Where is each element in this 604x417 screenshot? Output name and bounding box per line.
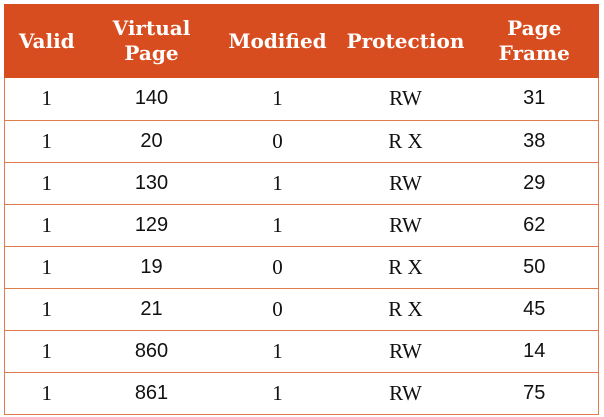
- table-row: 1 20 0 R X 38: [4, 120, 599, 163]
- header-modified: Modified: [228, 28, 327, 53]
- cell-modified: 0: [214, 246, 341, 289]
- cell-page-frame: 29: [470, 162, 599, 205]
- cell-virtual-page: 20: [88, 120, 215, 163]
- table-row: 1 21 0 R X 45: [4, 288, 599, 331]
- cell-protection: R X: [340, 246, 471, 289]
- table-row: 1 861 1 RW 75: [4, 372, 599, 415]
- cell-protection: RW: [340, 330, 471, 373]
- cell-protection: RW: [340, 78, 471, 121]
- cell-valid: 1: [4, 330, 89, 373]
- table-row: 1 129 1 RW 62: [4, 204, 599, 247]
- table-row: 1 140 1 RW 31: [4, 78, 599, 121]
- cell-page-frame: 62: [470, 204, 599, 247]
- cell-page-frame: 38: [470, 120, 599, 163]
- cell-valid: 1: [4, 78, 89, 121]
- page-table-container: Valid Virtual Page Modified Protection Pa…: [4, 4, 599, 415]
- header-virtual-page: Virtual Page: [112, 16, 191, 65]
- cell-valid: 1: [4, 162, 89, 205]
- cell-virtual-page: 19: [88, 246, 215, 289]
- cell-valid: 1: [4, 204, 89, 247]
- cell-valid: 1: [4, 120, 89, 163]
- cell-virtual-page: 140: [88, 78, 215, 121]
- cell-protection: R X: [340, 120, 471, 163]
- cell-valid: 1: [4, 372, 89, 415]
- cell-modified: 1: [214, 372, 341, 415]
- cell-protection: RW: [340, 162, 471, 205]
- table-row: 1 860 1 RW 14: [4, 330, 599, 373]
- cell-page-frame: 50: [470, 246, 599, 289]
- cell-modified: 1: [214, 330, 341, 373]
- table-row: 1 19 0 R X 50: [4, 246, 599, 289]
- cell-modified: 1: [214, 162, 341, 205]
- cell-modified: 1: [214, 204, 341, 247]
- cell-protection: RW: [340, 204, 471, 247]
- cell-virtual-page: 21: [88, 288, 215, 331]
- cell-page-frame: 45: [470, 288, 599, 331]
- cell-page-frame: 75: [470, 372, 599, 415]
- table-header-row: Valid Virtual Page Modified Protection Pa…: [4, 4, 599, 78]
- cell-virtual-page: 861: [88, 372, 215, 415]
- cell-modified: 0: [214, 120, 341, 163]
- cell-modified: 0: [214, 288, 341, 331]
- header-protection: Protection: [346, 28, 465, 53]
- header-valid: Valid: [4, 4, 89, 78]
- cell-valid: 1: [4, 288, 89, 331]
- cell-valid: 1: [4, 246, 89, 289]
- table-row: 1 130 1 RW 29: [4, 162, 599, 205]
- cell-page-frame: 31: [470, 78, 599, 121]
- cell-virtual-page: 129: [88, 204, 215, 247]
- cell-page-frame: 14: [470, 330, 599, 373]
- cell-protection: RW: [340, 372, 471, 415]
- cell-protection: R X: [340, 288, 471, 331]
- page-table: Valid Virtual Page Modified Protection Pa…: [4, 4, 599, 415]
- cell-modified: 1: [214, 78, 341, 121]
- cell-virtual-page: 860: [88, 330, 215, 373]
- cell-virtual-page: 130: [88, 162, 215, 205]
- header-page-frame: Page Frame: [470, 4, 599, 78]
